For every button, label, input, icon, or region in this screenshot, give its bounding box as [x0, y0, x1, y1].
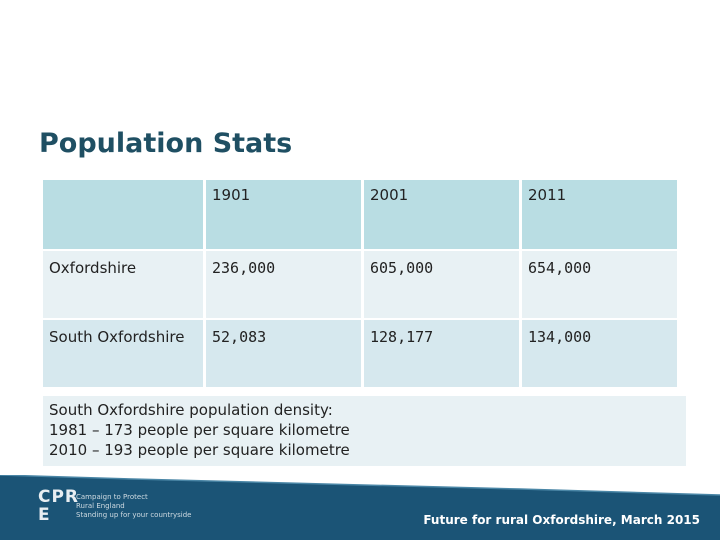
- footer-wave-shape: [0, 475, 720, 540]
- table-header-cell: 2011: [522, 180, 677, 249]
- table-cell: 128,177: [364, 320, 519, 387]
- table-cell: 236,000: [206, 251, 361, 318]
- row-label: South Oxfordshire: [43, 320, 203, 387]
- table-row: South Oxfordshire 52,083 128,177 134,000: [43, 320, 677, 387]
- density-note: South Oxfordshire population density: 19…: [43, 396, 686, 466]
- footer-band: [0, 475, 720, 540]
- table-header-cell: 2001: [364, 180, 519, 249]
- table-header-cell: [43, 180, 203, 249]
- note-line: 2010 – 193 people per square kilometre: [49, 441, 350, 459]
- note-line: 1981 – 173 people per square kilometre: [49, 421, 350, 439]
- row-label: Oxfordshire: [43, 251, 203, 318]
- note-line: South Oxfordshire population density:: [49, 401, 333, 419]
- footer-caption: Future for rural Oxfordshire, March 2015: [423, 513, 700, 527]
- table-cell: 654,000: [522, 251, 677, 318]
- table-cell: 605,000: [364, 251, 519, 318]
- table-header-row: 1901 2001 2011: [43, 180, 677, 249]
- cpre-logo-mark: CPR E: [38, 487, 80, 525]
- population-table: 1901 2001 2011 Oxfordshire 236,000 605,0…: [40, 178, 680, 389]
- cpre-logo-text: Campaign to Protect Rural England Standi…: [76, 493, 192, 519]
- table-row: Oxfordshire 236,000 605,000 654,000: [43, 251, 677, 318]
- table-cell: 134,000: [522, 320, 677, 387]
- cpre-logo: CPR E Campaign to Protect Rural England …: [38, 487, 191, 528]
- page-title: Population Stats: [39, 128, 293, 159]
- table-header-cell: 1901: [206, 180, 361, 249]
- table-cell: 52,083: [206, 320, 361, 387]
